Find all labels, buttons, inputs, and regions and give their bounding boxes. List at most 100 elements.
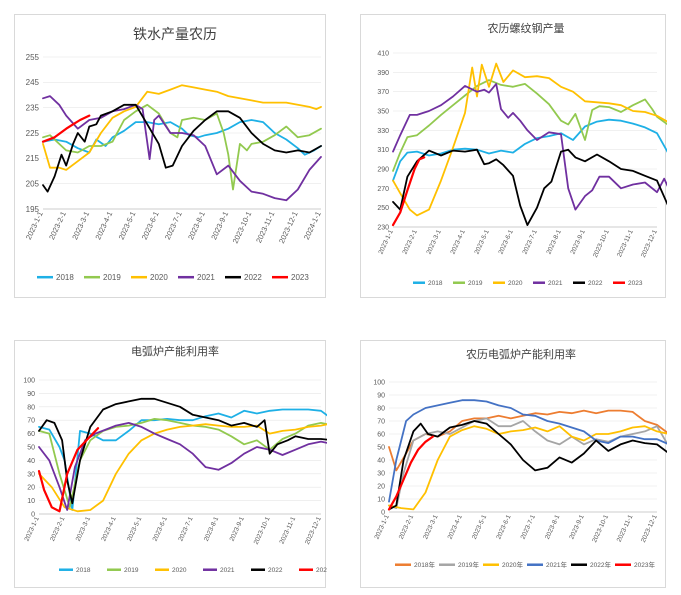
legend-label: 2022 bbox=[244, 273, 262, 282]
y-tick-label: 80 bbox=[27, 404, 35, 411]
legend-label: 2021 bbox=[197, 273, 215, 282]
x-tick-label: 2023-9-1 bbox=[568, 514, 586, 541]
x-tick-label: 2023-11-1 bbox=[616, 229, 635, 259]
x-tick-label: 2023-7-1 bbox=[177, 516, 195, 543]
y-tick-label: 10 bbox=[377, 496, 385, 503]
x-tick-label: 2023-1-1 bbox=[23, 516, 41, 543]
x-tick-label: 2023-9-1 bbox=[229, 516, 247, 543]
x-tick-label: 2023-8-1 bbox=[544, 514, 562, 541]
y-tick-label: 90 bbox=[377, 392, 385, 399]
legend-label: 2023 bbox=[628, 280, 643, 287]
chart-title: 铁水产量农历 bbox=[133, 27, 217, 43]
series-line-2020 bbox=[38, 423, 327, 513]
x-tick-label: 2023-1-1 bbox=[377, 229, 395, 256]
y-tick-label: 290 bbox=[377, 166, 389, 173]
x-tick-label: 2023-4-1 bbox=[447, 514, 465, 541]
series-line-2023 bbox=[37, 427, 100, 513]
series-line-2022年 bbox=[388, 420, 667, 511]
y-tick-label: 90 bbox=[27, 391, 35, 398]
x-tick-label: 2023-7-1 bbox=[163, 210, 184, 241]
x-tick-label: 2023-6-1 bbox=[152, 516, 170, 543]
chart-svg-rebar-output: 农历螺纹钢产量 230 250 270 290 310 330 350 370 390 410 202… bbox=[377, 21, 667, 287]
x-tick-label: 2023-2-1 bbox=[49, 516, 67, 543]
y-tick-label: 20 bbox=[27, 485, 35, 492]
legend-label: 2020 bbox=[172, 567, 187, 574]
series-line-2021 bbox=[42, 95, 322, 202]
series-line-2021 bbox=[38, 422, 327, 511]
x-tick-label: 2023-8-1 bbox=[203, 516, 221, 543]
x-tick-label: 2023-3-1 bbox=[70, 210, 91, 241]
y-tick-label: 70 bbox=[27, 418, 35, 425]
x-tick-label: 2023-3-1 bbox=[75, 516, 93, 543]
x-tick-label: 2023-10-1 bbox=[592, 229, 611, 259]
y-tick-label: 40 bbox=[377, 457, 385, 464]
legend-label: 2019年 bbox=[458, 560, 479, 569]
legend-label: 2023 bbox=[291, 273, 309, 282]
x-tick-label: 2023-3-1 bbox=[422, 514, 440, 541]
x-tick-label: 2023-5-1 bbox=[126, 516, 144, 543]
chart-svg-eaf-utilization-lunar: 农历电弧炉产能利用率 0 10 20 30 40 50 60 70 80 90 100 2023-1-1… bbox=[373, 347, 667, 569]
x-tick-label: 2023-7-1 bbox=[520, 514, 538, 541]
chart-title: 农历螺纹钢产量 bbox=[488, 21, 565, 35]
y-tick-label: 215 bbox=[26, 154, 40, 163]
x-tick-label: 2023-12-1 bbox=[304, 516, 323, 546]
legend-label: 2021 bbox=[548, 280, 563, 287]
x-tick-label: 2023-6-1 bbox=[495, 514, 513, 541]
y-tick-label: 255 bbox=[26, 53, 40, 62]
x-tick-label: 2023-3-1 bbox=[425, 229, 443, 256]
y-tick-label: 60 bbox=[27, 431, 35, 438]
legend-label: 2022年 bbox=[590, 560, 611, 569]
series-line-2019 bbox=[42, 103, 322, 191]
y-tick-label: 10 bbox=[27, 498, 35, 505]
y-tick-label: 100 bbox=[23, 377, 35, 384]
x-tick-label: 2023-5-1 bbox=[117, 210, 138, 241]
y-tick-label: 70 bbox=[377, 418, 385, 425]
legend-label: 2021年 bbox=[546, 560, 567, 569]
y-tick-label: 350 bbox=[377, 108, 389, 115]
y-tick-label: 30 bbox=[377, 470, 385, 477]
x-tick-label: 2023-12-1 bbox=[277, 210, 300, 245]
chart-panel-eaf-utilization: 电弧炉产能利用率 0 10 20 30 40 50 60 70 80 90 100 2023-1-1 20… bbox=[14, 340, 327, 588]
y-tick-label: 80 bbox=[377, 405, 385, 412]
legend-label: 2019 bbox=[103, 273, 121, 282]
y-tick-label: 410 bbox=[377, 50, 389, 57]
y-tick-label: 310 bbox=[377, 147, 389, 154]
x-tick-label: 2023-2-1 bbox=[398, 514, 416, 541]
y-tick-label: 50 bbox=[377, 444, 385, 451]
legend-label: 2023 bbox=[316, 567, 327, 574]
series-line-2022 bbox=[42, 103, 322, 193]
y-tick-label: 195 bbox=[26, 205, 40, 214]
series-line-2023 bbox=[391, 156, 426, 227]
y-tick-label: 0 bbox=[381, 509, 385, 516]
y-tick-label: 230 bbox=[377, 224, 389, 231]
x-tick-label: 2023-1-1 bbox=[24, 210, 45, 241]
x-tick-label: 2023-12-1 bbox=[640, 514, 659, 544]
legend-label: 2018 bbox=[76, 567, 91, 574]
legend-label: 2018年 bbox=[414, 560, 435, 569]
chart-panel-hot-metal: 铁水产量农历 195 205 215 225 235 245 255 2023-1-1 2023-… bbox=[14, 14, 326, 298]
legend-label: 2022 bbox=[588, 280, 603, 287]
x-tick-label: 2023-12-1 bbox=[640, 229, 659, 259]
y-tick-label: 0 bbox=[31, 511, 35, 518]
legend-label: 2019 bbox=[468, 280, 483, 287]
x-tick-label: 2023-1-1 bbox=[373, 514, 391, 541]
x-tick-label: 2023-7-1 bbox=[521, 229, 539, 256]
y-tick-label: 205 bbox=[26, 179, 40, 188]
series-line-2021 bbox=[392, 83, 667, 211]
x-tick-label: 2023-10-1 bbox=[231, 210, 254, 245]
legend-label: 2020 bbox=[150, 273, 168, 282]
chart-svg-eaf-utilization: 电弧炉产能利用率 0 10 20 30 40 50 60 70 80 90 100 2023-1-1 20… bbox=[23, 344, 327, 574]
y-tick-label: 40 bbox=[27, 458, 35, 465]
y-tick-label: 270 bbox=[377, 186, 389, 193]
x-tick-label: 2023-4-1 bbox=[100, 516, 118, 543]
series-line-2018 bbox=[38, 408, 327, 511]
legend-label: 2020年 bbox=[502, 560, 523, 569]
series-line-2022 bbox=[392, 148, 667, 227]
chart-title: 电弧炉产能利用率 bbox=[131, 344, 219, 358]
y-tick-label: 245 bbox=[26, 78, 40, 87]
y-tick-label: 100 bbox=[373, 379, 385, 386]
x-tick-label: 2023-11-1 bbox=[254, 210, 276, 244]
x-tick-label: 2023-2-1 bbox=[47, 210, 68, 241]
series-line-2018 bbox=[392, 118, 667, 182]
